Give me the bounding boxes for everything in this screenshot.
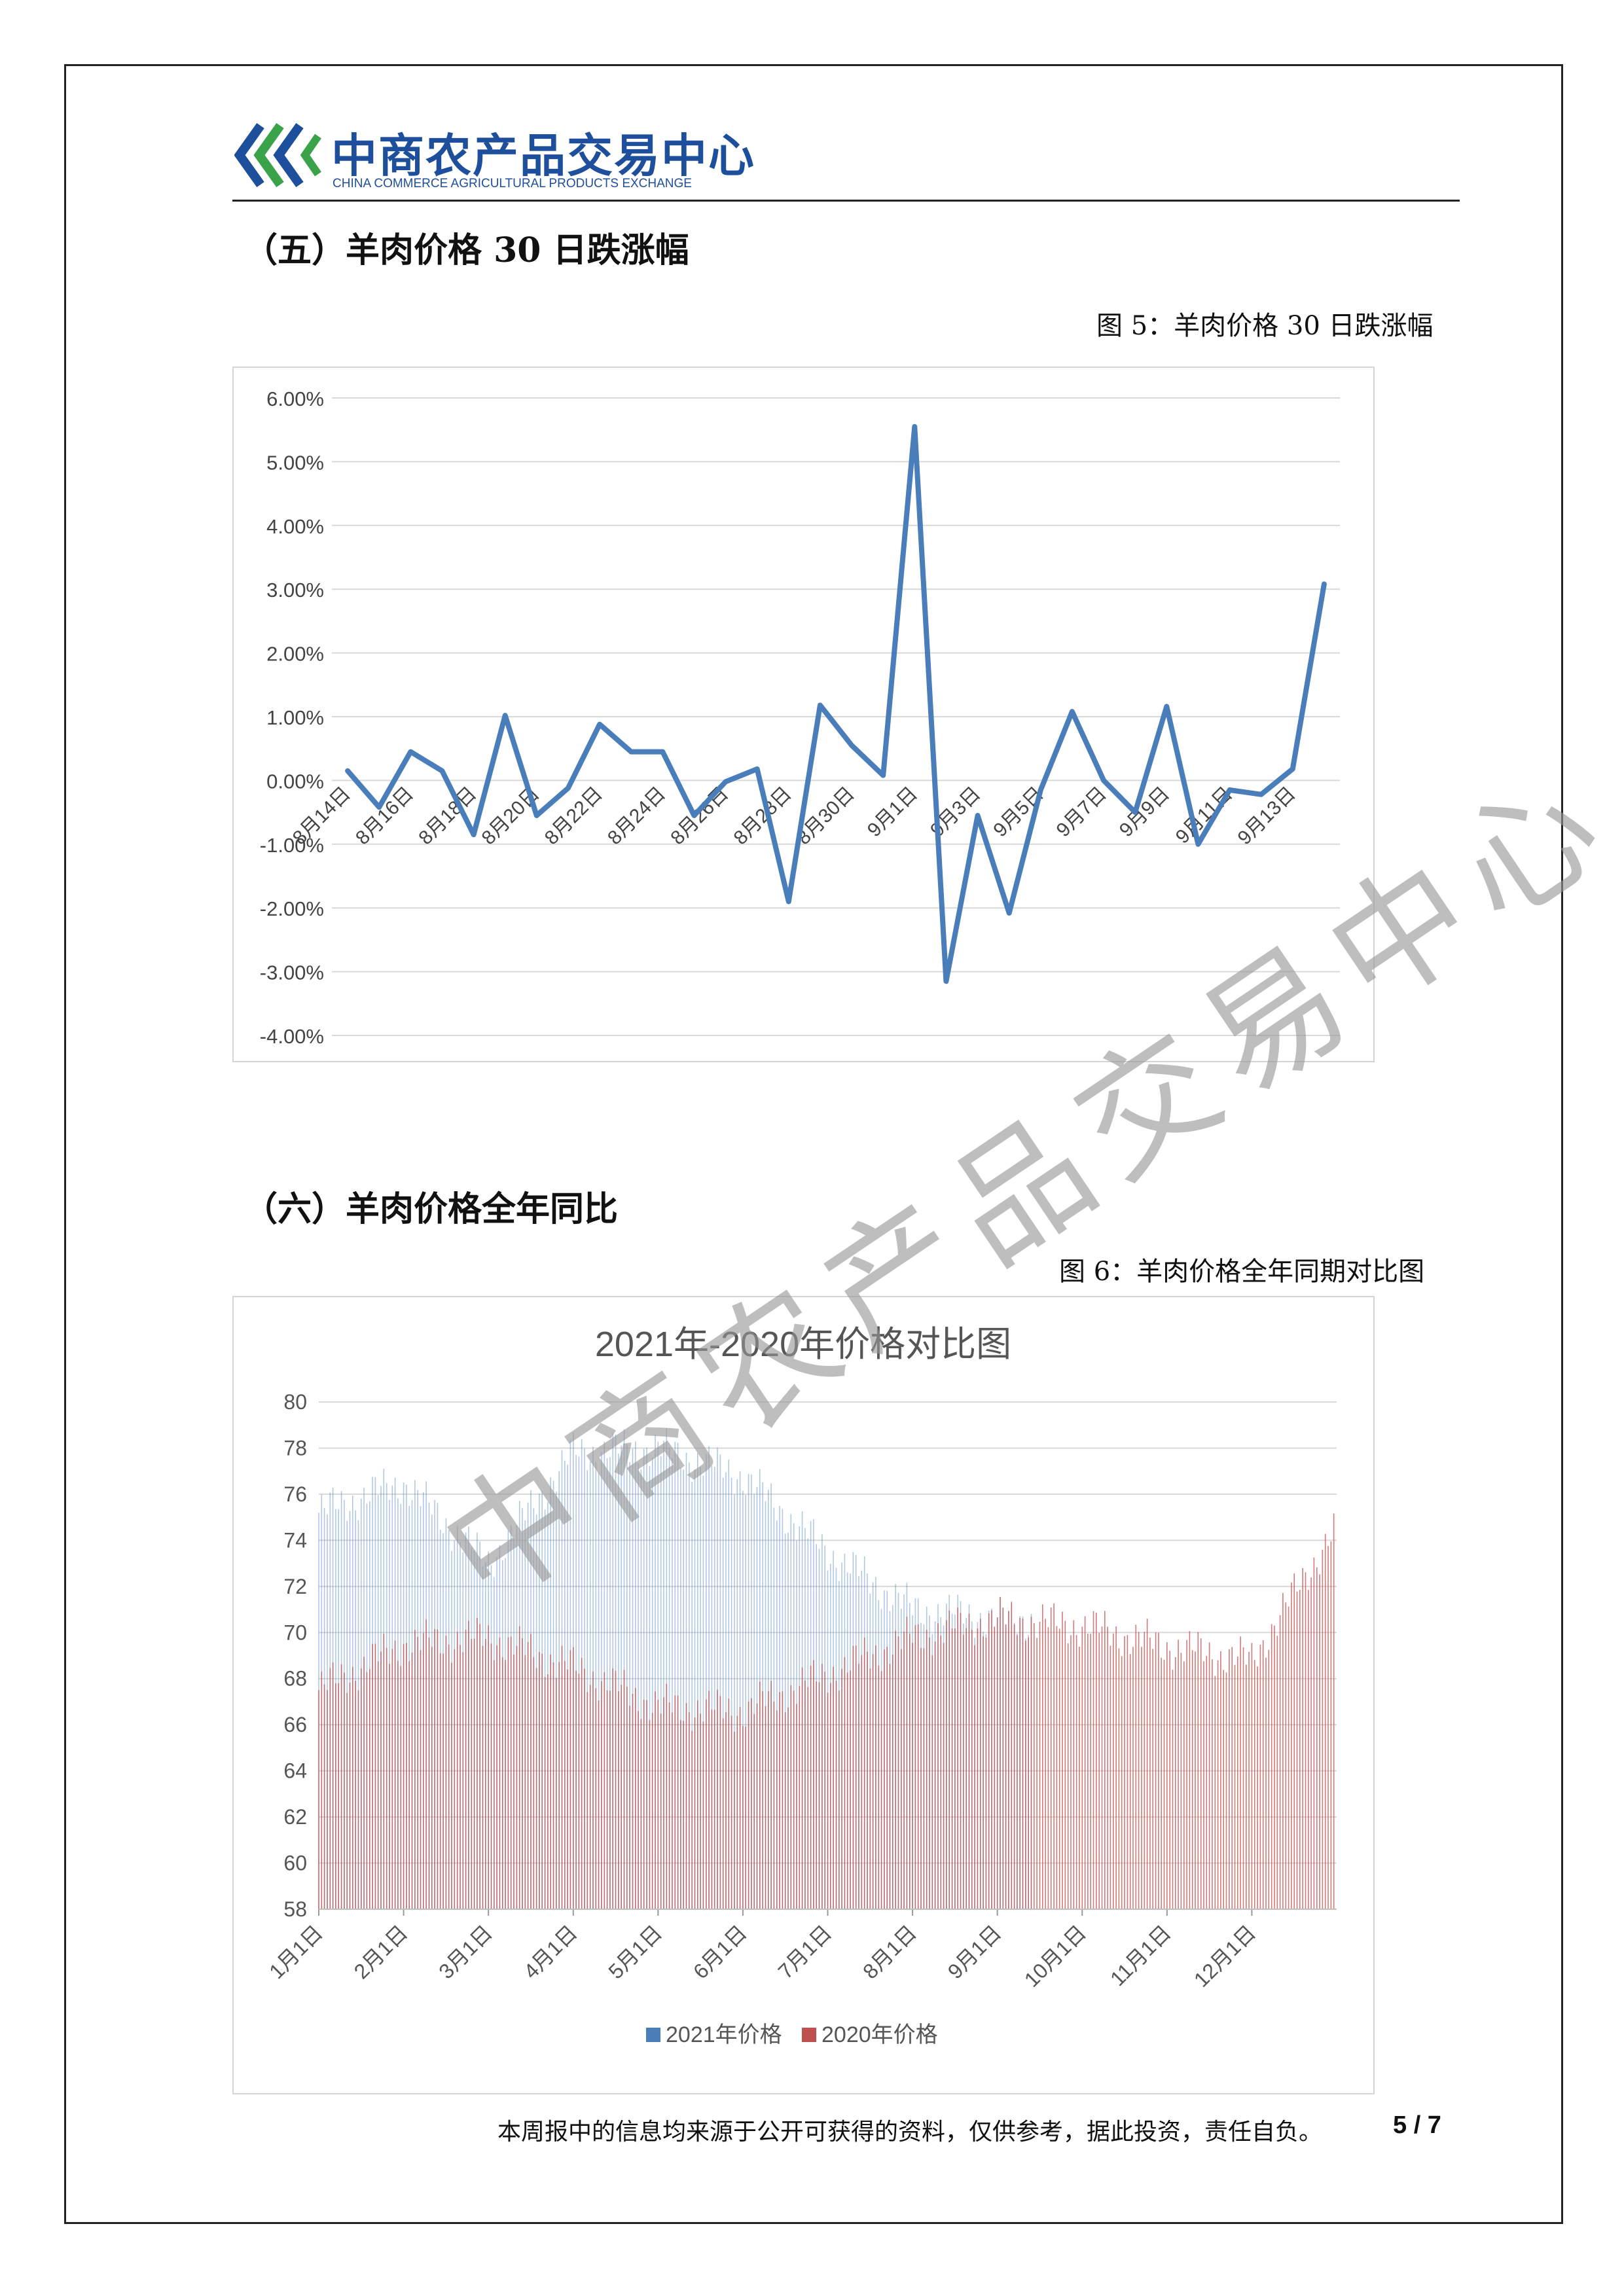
- x-tick-label: 8月1日: [858, 1920, 921, 1983]
- x-tick-label: 1月1日: [264, 1920, 327, 1983]
- y-tick-label: -4.00%: [260, 1025, 324, 1048]
- y-tick-label: 70: [283, 1621, 307, 1644]
- data-point: [755, 766, 759, 771]
- data-point: [1102, 778, 1106, 783]
- data-point: [881, 773, 886, 778]
- legend-label-2020: 2020年价格: [821, 2022, 938, 2047]
- x-tick-label: 8月20日: [478, 783, 544, 849]
- x-tick-label: 8月24日: [604, 783, 670, 849]
- page-frame: [64, 64, 1563, 2224]
- data-point: [629, 749, 634, 754]
- x-tick-label: 9月7日: [1053, 783, 1111, 841]
- data-point: [786, 899, 791, 904]
- y-tick-label: 0.00%: [266, 770, 324, 793]
- data-point: [912, 424, 917, 429]
- logo-chinese-name: 中商农产品交易中心: [331, 129, 755, 183]
- x-tick-label: 5月1日: [604, 1920, 666, 1983]
- y-tick-label: 78: [283, 1436, 307, 1460]
- data-point: [346, 768, 350, 773]
- figure-6-caption: 图 6：羊肉价格全年同期对比图: [1059, 1257, 1425, 1287]
- x-tick-label: 2月1日: [350, 1920, 412, 1983]
- data-point: [440, 768, 444, 773]
- data-point: [503, 713, 507, 718]
- y-tick-label: -2.00%: [260, 897, 324, 920]
- data-point: [1322, 582, 1326, 586]
- data-point: [1164, 704, 1169, 709]
- y-tick-label: 72: [283, 1575, 307, 1598]
- y-tick-label: 76: [283, 1482, 307, 1506]
- x-tick-label: 8月26日: [666, 783, 732, 849]
- data-point: [1259, 792, 1263, 797]
- data-point: [1038, 788, 1043, 793]
- data-point: [1070, 709, 1074, 714]
- x-tick-label: 8月22日: [541, 783, 607, 849]
- section-5-title: （五）羊肉价格 30 日跌涨幅: [244, 230, 689, 270]
- data-point: [818, 703, 822, 708]
- data-point: [944, 979, 948, 984]
- company-logo: 中商农产品交易中心 CHINA COMMERCE AGRICULTURAL PR…: [234, 117, 754, 195]
- y-tick-label: 6.00%: [266, 387, 324, 410]
- x-tick-label: 3月1日: [434, 1920, 497, 1983]
- y-tick-label: 58: [283, 1897, 307, 1921]
- data-point: [1133, 810, 1138, 815]
- x-tick-label: 9月1日: [943, 1920, 1006, 1983]
- line-chart-30-day-change: -4.00% -3.00% -2.00% -1.00% 0.00% 1.00% 2.00% 3…: [260, 387, 1340, 1048]
- page-number: 5 / 7: [1393, 2111, 1441, 2139]
- legend-label-2021: 2021年价格: [666, 2022, 782, 2047]
- data-point: [471, 833, 476, 837]
- data-point: [1290, 766, 1295, 771]
- bar-chart-year-comparison: 2021年-2020年价格对比图 58 60 62 64 66 68 70 72 74 76 78 80…: [264, 1325, 1337, 2047]
- logo-mark-icon: [234, 122, 321, 188]
- footer-disclaimer: 本周报中的信息均来源于公开可获得的资料，仅供参考，据此投资，责任自负。: [497, 2119, 1323, 2145]
- y-tick-label: 2.00%: [266, 643, 324, 666]
- series-2020-bars: [318, 1513, 1335, 1909]
- data-point: [598, 722, 602, 726]
- y-tick-label: 62: [283, 1805, 307, 1829]
- data-point: [566, 786, 570, 791]
- series-line: [345, 423, 1327, 984]
- y-tick-label: 4.00%: [266, 515, 324, 538]
- data-point: [408, 749, 413, 754]
- x-tick-label: 10月1日: [1020, 1920, 1091, 1991]
- y-tick-label: 60: [283, 1852, 307, 1875]
- data-point: [850, 743, 854, 747]
- legend-swatch-2021: [646, 2028, 660, 2042]
- header-divider: [232, 200, 1460, 202]
- y-tick-label: 1.00%: [266, 706, 324, 729]
- y-tick-label: 74: [283, 1528, 307, 1552]
- logo-english-name: CHINA COMMERCE AGRICULTURAL PRODUCTS EXC…: [333, 177, 692, 190]
- data-point: [377, 805, 382, 810]
- y-tick-label: 3.00%: [266, 579, 324, 601]
- data-point: [975, 813, 980, 817]
- y-tick-label: 5.00%: [266, 451, 324, 474]
- legend-swatch-2020: [802, 2028, 816, 2042]
- y-tick-label: 66: [283, 1713, 307, 1736]
- section-6-title: （六）羊肉价格全年同比: [244, 1189, 619, 1229]
- x-tick-label: 9月1日: [863, 783, 922, 841]
- y-tick-label: -3.00%: [260, 961, 324, 984]
- y-tick-label: 64: [283, 1759, 307, 1783]
- data-point: [1196, 842, 1200, 846]
- data-point: [534, 813, 539, 817]
- y-tick-label: -1.00%: [260, 834, 324, 857]
- chart-year-comparison: 2021年-2020年价格对比图 58 60 62 64 66 68 70 72 74 76 78 80…: [232, 1296, 1375, 2094]
- x-tick-label: 8月18日: [414, 783, 480, 849]
- x-tick-label: 4月1日: [519, 1920, 582, 1983]
- x-tick-label: 9月9日: [1115, 783, 1174, 841]
- x-tick-label: 6月1日: [689, 1920, 751, 1983]
- data-point: [692, 813, 696, 817]
- chart-title: 2021年-2020年价格对比图: [595, 1325, 1011, 1364]
- data-point: [1227, 788, 1232, 793]
- data-point: [660, 749, 665, 754]
- chart-30-day-change: -4.00% -3.00% -2.00% -1.00% 0.00% 1.00% 2.00% 3…: [232, 367, 1375, 1062]
- y-tick-label: 80: [283, 1390, 307, 1414]
- data-point: [1007, 910, 1011, 915]
- y-tick-label: 68: [283, 1667, 307, 1691]
- x-tick-label: 7月1日: [774, 1920, 837, 1983]
- x-tick-label: 11月1日: [1106, 1920, 1176, 1990]
- x-tick-label: 12月1日: [1189, 1920, 1260, 1991]
- figure-5-caption: 图 5：羊肉价格 30 日跌涨幅: [1096, 311, 1434, 341]
- data-point: [723, 780, 728, 784]
